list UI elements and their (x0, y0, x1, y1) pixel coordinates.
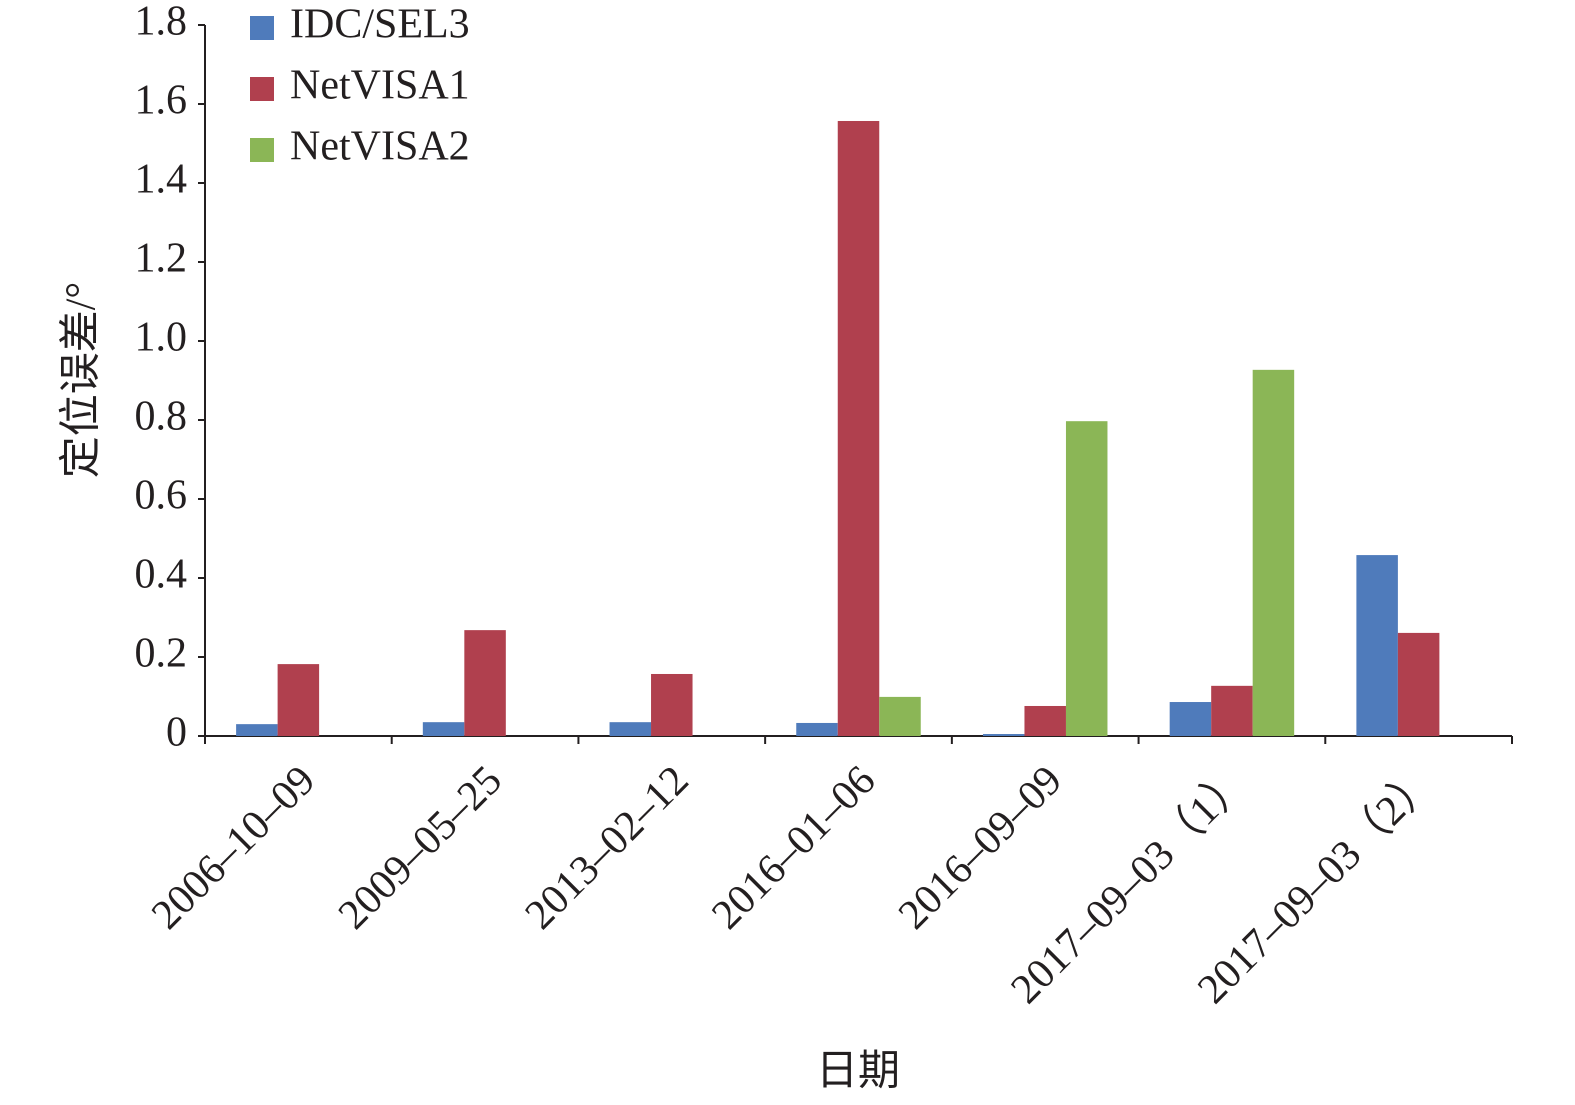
bar (1024, 705, 1066, 736)
legend-label: NetVISA1 (290, 63, 470, 109)
bar (1356, 555, 1398, 736)
legend-swatch (250, 16, 274, 40)
legend-label: IDC/SEL3 (290, 2, 470, 48)
legend-swatch (250, 77, 274, 101)
y-axis-label: 定位误差/° (58, 282, 105, 478)
bar (609, 722, 652, 736)
y-tick-label: 1.4 (135, 157, 188, 203)
x-axis-label: 日期 (816, 1049, 900, 1095)
bar (277, 664, 320, 736)
y-tick-label: 1.8 (135, 0, 188, 45)
bar (236, 724, 278, 736)
x-tick-label: 2006–10–09 (143, 757, 324, 938)
bar (1252, 369, 1295, 736)
x-tick-label: 2009–05–25 (330, 757, 511, 938)
legend-label: NetVISA2 (290, 124, 470, 170)
x-tick-label: 2016–09–09 (890, 757, 1071, 938)
bar (982, 734, 1025, 736)
y-tick-label: 0.4 (135, 552, 188, 598)
bar (1397, 632, 1440, 736)
bar (1065, 421, 1108, 736)
bar (651, 673, 693, 736)
bar (837, 120, 880, 737)
y-tick-label: 0.6 (135, 473, 188, 519)
y-tick-label: 1.2 (135, 236, 188, 282)
y-tick-label: 1.0 (135, 315, 188, 361)
legend-swatch (250, 138, 274, 162)
bar (422, 722, 465, 736)
y-tick-label: 1.6 (135, 78, 188, 124)
bar (1169, 702, 1212, 736)
y-tick-label: 0 (166, 710, 187, 756)
bar (464, 630, 506, 736)
y-tick-label: 0.2 (135, 631, 188, 677)
bar (796, 722, 838, 736)
y-tick-label: 0.8 (135, 394, 188, 440)
bar (879, 696, 921, 736)
x-tick-label: 2013–02–12 (517, 757, 698, 938)
bar (1211, 685, 1253, 736)
x-tick-label: 2016–01–06 (703, 757, 884, 938)
